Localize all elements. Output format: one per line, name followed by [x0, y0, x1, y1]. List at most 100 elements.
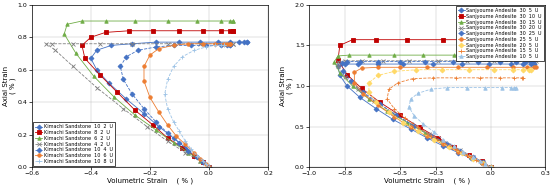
Sanjyoume Andesite  10  5  U	[444, 86, 450, 89]
Kimachi Sandstone  10  4  U	[226, 44, 233, 47]
Sanjyoume Andesite  30  20  U	[408, 123, 414, 125]
Kimachi Sandstone  10  8  U	[164, 78, 171, 81]
Kimachi Sandstone  10  6  U	[164, 124, 171, 126]
Sanjyoume Andesite  20  5  U	[528, 69, 534, 71]
Sanjyoume Andesite  10  5  U	[498, 86, 505, 89]
Kimachi Sandstone  4  2  U	[229, 43, 236, 45]
Sanjyoume Andesite  30  5  U	[531, 63, 538, 65]
Kimachi Sandstone  6  2  U	[194, 20, 201, 22]
Kimachi Sandstone  10  8  U	[217, 44, 224, 47]
Kimachi Sandstone  10  8  U	[170, 65, 177, 68]
Line: Kimachi Sandstone  4  2  U: Kimachi Sandstone 4 2 U	[45, 42, 234, 169]
Sanjyoume Andesite  30  25  U	[529, 60, 536, 63]
Sanjyoume Andesite  25  5  U	[455, 151, 461, 153]
Sanjyoume Andesite  30  20  U	[342, 76, 348, 78]
Sanjyoume Andesite  30  20  U	[487, 166, 494, 168]
Line: Sanjyoume Andesite  30  5  U: Sanjyoume Andesite 30 5 U	[336, 62, 536, 169]
Sanjyoume Andesite  30  15  U	[335, 55, 341, 57]
Kimachi Sandstone  10  4  U	[188, 44, 195, 47]
Line: Kimachi Sandstone  6  2  U: Kimachi Sandstone 6 2 U	[62, 19, 234, 169]
Line: Sanjyoume Andesite  30  10  U: Sanjyoume Andesite 30 10 U	[336, 38, 541, 169]
Kimachi Sandstone  6  2  U	[132, 114, 138, 116]
Sanjyoume Andesite  30  10  U	[435, 137, 441, 139]
Sanjyoume Andesite  15  5  U	[415, 126, 421, 128]
Sanjyoume Andesite  30  25  U	[397, 60, 403, 63]
Sanjyoume Andesite  30  5  U	[424, 137, 430, 139]
Sanjyoume Andesite  30  5  U	[400, 63, 407, 65]
Sanjyoume Andesite  30  15  U	[404, 121, 410, 124]
Sanjyoume Andesite  30  5  U	[354, 63, 361, 65]
Kimachi Sandstone  10  2  U	[123, 98, 129, 100]
Sanjyoume Andesite  30  5  U	[389, 118, 396, 120]
Sanjyoume Andesite  30  10  U	[416, 126, 423, 128]
Kimachi Sandstone  10  8  U	[194, 155, 201, 157]
Sanjyoume Andesite  30  25  U	[528, 60, 534, 63]
Kimachi Sandstone  8  2  U	[200, 30, 206, 32]
Kimachi Sandstone  10  4  U	[164, 132, 171, 134]
Sanjyoume Andesite  30  10  U	[335, 59, 341, 61]
Kimachi Sandstone  10  2  U	[155, 125, 162, 128]
Sanjyoume Andesite  30  20  U	[464, 60, 471, 62]
Sanjyoume Andesite  30  10  U	[474, 39, 481, 41]
Sanjyoume Andesite  30  15  U	[349, 85, 356, 87]
Sanjyoume Andesite  30  5  U	[467, 157, 474, 159]
Sanjyoume Andesite  30  5  U	[520, 63, 527, 65]
Sanjyoume Andesite  25  5  U	[351, 82, 358, 84]
Sanjyoume Andesite  30  25  U	[377, 103, 383, 105]
Kimachi Sandstone  10  8  U	[200, 160, 206, 162]
Sanjyoume Andesite  15  5  U	[402, 117, 409, 119]
Sanjyoume Andesite  30  20  U	[380, 60, 387, 62]
Sanjyoume Andesite  25  5  U	[487, 166, 494, 168]
Kimachi Sandstone  10  2  U	[235, 41, 242, 43]
Sanjyoume Andesite  30  15  U	[478, 161, 485, 163]
Sanjyoume Andesite  30  20  U	[480, 161, 487, 163]
Sanjyoume Andesite  30  25  U	[444, 142, 450, 145]
Kimachi Sandstone  10  6  U	[182, 143, 189, 145]
Sanjyoume Andesite  30  20  U	[457, 149, 463, 151]
Kimachi Sandstone  6  2  U	[91, 75, 97, 77]
Kimachi Sandstone  10  2  U	[200, 161, 206, 163]
Sanjyoume Andesite  30  15  U	[535, 54, 541, 56]
Sanjyoume Andesite  20  5  U	[509, 69, 516, 71]
Sanjyoume Andesite  20  5  U	[466, 69, 472, 71]
Sanjyoume Andesite  30  15  U	[420, 54, 427, 56]
Sanjyoume Andesite  30  25  U	[347, 80, 354, 82]
Sanjyoume Andesite  10  5  U	[460, 151, 467, 153]
Sanjyoume Andesite  30  15  U	[533, 54, 540, 56]
Sanjyoume Andesite  30  5  U	[487, 166, 494, 168]
Sanjyoume Andesite  30  15  U	[422, 132, 429, 134]
Sanjyoume Andesite  20  5  U	[366, 91, 372, 93]
Kimachi Sandstone  10  6  U	[155, 111, 162, 113]
Kimachi Sandstone  10  4  U	[176, 142, 182, 144]
Sanjyoume Andesite  15  5  U	[409, 78, 416, 80]
Kimachi Sandstone  6  2  U	[79, 20, 85, 22]
X-axis label: Volumetric Strain    ( % ): Volumetric Strain ( % )	[107, 178, 193, 184]
Kimachi Sandstone  4  2  U	[229, 43, 236, 45]
Kimachi Sandstone  10  2  U	[182, 147, 189, 149]
Kimachi Sandstone  8  2  U	[126, 30, 133, 32]
Sanjyoume Andesite  30  5  U	[357, 96, 363, 99]
Sanjyoume Andesite  30  5  U	[373, 108, 379, 110]
Kimachi Sandstone  8  2  U	[164, 137, 171, 139]
Sanjyoume Andesite  30  20  U	[426, 133, 432, 135]
Sanjyoume Andesite  30  5  U	[455, 151, 461, 154]
Sanjyoume Andesite  30  20  U	[442, 142, 448, 144]
Kimachi Sandstone  10  4  U	[194, 156, 201, 159]
Sanjyoume Andesite  25  5  U	[478, 162, 485, 164]
Sanjyoume Andesite  30  25  U	[497, 60, 503, 63]
Sanjyoume Andesite  30  10  U	[535, 39, 541, 41]
Kimachi Sandstone  10  2  U	[93, 69, 100, 71]
Sanjyoume Andesite  15  5  U	[477, 77, 483, 79]
Sanjyoume Andesite  25  5  U	[360, 93, 367, 95]
Sanjyoume Andesite  20  5  U	[480, 162, 487, 164]
Kimachi Sandstone  4  2  U	[96, 43, 103, 45]
Kimachi Sandstone  4  2  U	[93, 86, 100, 89]
Kimachi Sandstone  10  2  U	[176, 41, 182, 43]
Kimachi Sandstone  6  2  U	[229, 20, 236, 22]
Sanjyoume Andesite  10  5  U	[487, 166, 494, 168]
Sanjyoume Andesite  30  5  U	[342, 63, 348, 65]
Line: Kimachi Sandstone  8  2  U: Kimachi Sandstone 8 2 U	[80, 29, 234, 169]
Sanjyoume Andesite  30  20  U	[358, 60, 365, 62]
Sanjyoume Andesite  30  15  U	[366, 98, 372, 100]
Sanjyoume Andesite  10  5  U	[440, 138, 447, 141]
